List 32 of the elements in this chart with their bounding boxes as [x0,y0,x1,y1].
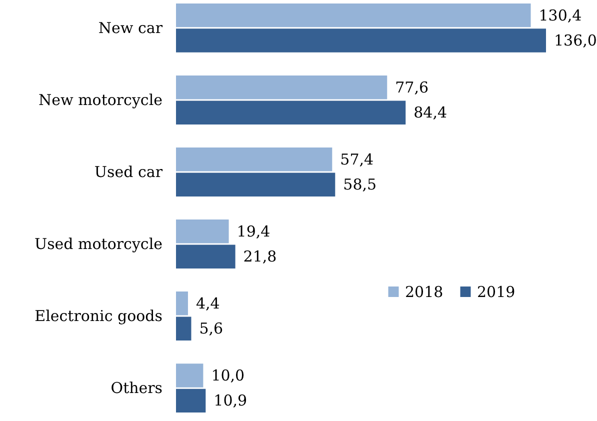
legend-label: 2018 [405,282,444,301]
y-tick-label: Others [110,379,162,398]
data-label: 19,4 [236,222,270,240]
data-label: 136,0 [554,32,597,50]
data-label: 4,4 [196,294,220,312]
bar [176,244,236,269]
y-tick-label: Used motorcycle [34,235,163,254]
bar [176,172,336,196]
bar [176,147,332,172]
bar [176,316,192,341]
data-label: 130,4 [538,6,582,24]
bar [176,364,204,388]
data-label: 5,6 [199,320,224,338]
data-label: 10,9 [214,392,248,410]
data-label: 84,4 [414,104,448,122]
bar [176,220,229,244]
legend-label: 2019 [477,282,516,301]
data-label: 10,0 [211,366,245,384]
data-label: 77,6 [395,78,429,96]
y-tick-label: Used car [94,162,164,181]
bar [176,100,406,124]
data-label: 57,4 [340,150,374,168]
y-tick-label: New motorcycle [38,90,163,109]
y-tick-label: Electronic goods [34,307,162,326]
bar [176,3,531,28]
bar [176,292,188,316]
bar [176,75,388,100]
data-label: 58,5 [343,176,377,194]
data-label: 21,8 [243,248,277,266]
bar [176,388,206,413]
y-tick-label: New car [98,18,164,37]
bar [176,28,546,52]
